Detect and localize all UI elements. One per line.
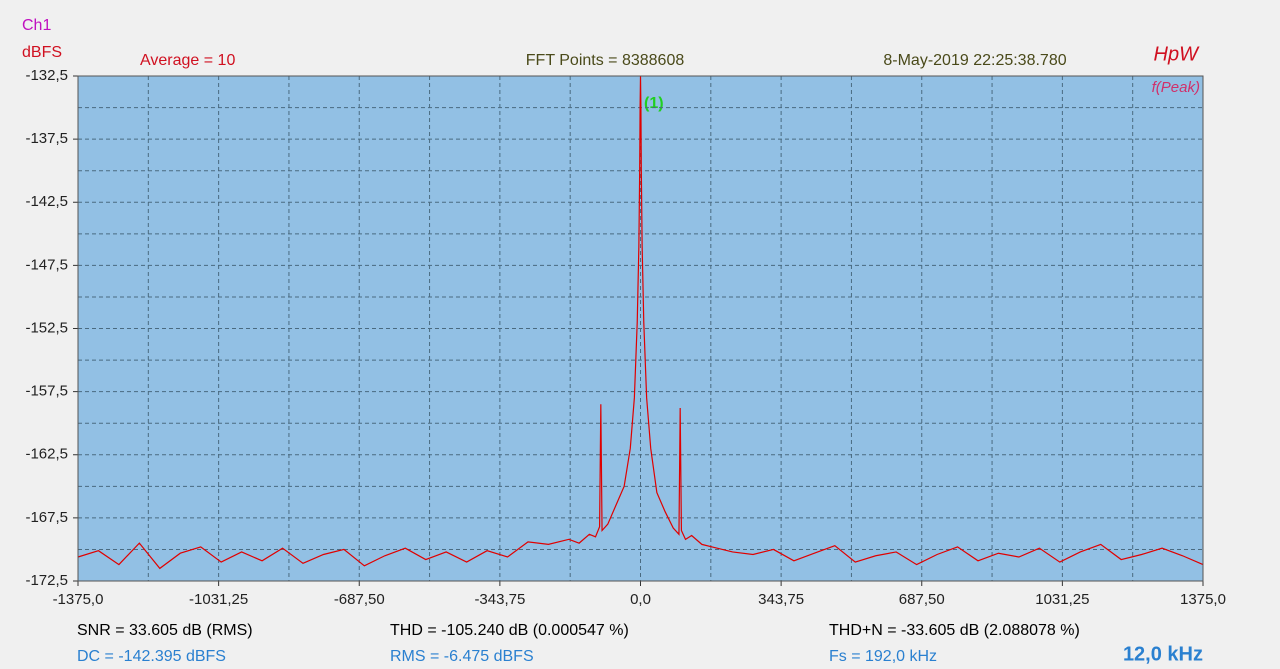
- stat: RMS = -6.475 dBFS: [390, 648, 534, 665]
- x-tick-label: 343,75: [758, 591, 804, 608]
- y-tick-label: -162,5: [25, 446, 68, 463]
- stat: Fs = 192,0 kHz: [829, 648, 937, 665]
- average-label: Average = 10: [140, 52, 235, 69]
- y-tick-label: -152,5: [25, 319, 68, 336]
- marker-label: (1): [644, 95, 664, 112]
- stat: DC = -142.395 dBFS: [77, 648, 226, 665]
- stat: SNR = 33.605 dB (RMS): [77, 622, 253, 639]
- stat: THD = -105.240 dB (0.000547 %): [390, 622, 629, 639]
- x-tick-label: -687,50: [334, 591, 385, 608]
- brand: HpW: [1154, 43, 1201, 65]
- x-tick-label: 1375,0: [1180, 591, 1226, 608]
- y-tick-label: -142,5: [25, 193, 68, 210]
- y-tick-label: -167,5: [25, 509, 68, 526]
- x-tick-label: -1375,0: [53, 591, 104, 608]
- y-tick-label: -132,5: [25, 67, 68, 84]
- y-tick-label: -137,5: [25, 130, 68, 147]
- channel-label: Ch1: [22, 17, 51, 34]
- y-tick-label: -157,5: [25, 383, 68, 400]
- y-tick-label: -147,5: [25, 256, 68, 273]
- x-tick-label: 0,0: [630, 591, 651, 608]
- y-axis-label: dBFS: [22, 44, 62, 61]
- y-tick-label: -172,5: [25, 572, 68, 589]
- x-tick-label: 687,50: [899, 591, 945, 608]
- x-tick-label: -1031,25: [189, 591, 248, 608]
- x-tick-label: 1031,25: [1035, 591, 1089, 608]
- peak-label: f(Peak): [1152, 79, 1200, 96]
- stat: THD+N = -33.605 dB (2.088078 %): [829, 622, 1080, 639]
- timestamp: 8-May-2019 22:25:38.780: [883, 52, 1066, 69]
- fft-label: FFT Points = 8388608: [526, 52, 685, 69]
- span-label: 12,0 kHz: [1123, 643, 1203, 665]
- x-tick-label: -343,75: [474, 591, 525, 608]
- plot-area: [77, 75, 1204, 582]
